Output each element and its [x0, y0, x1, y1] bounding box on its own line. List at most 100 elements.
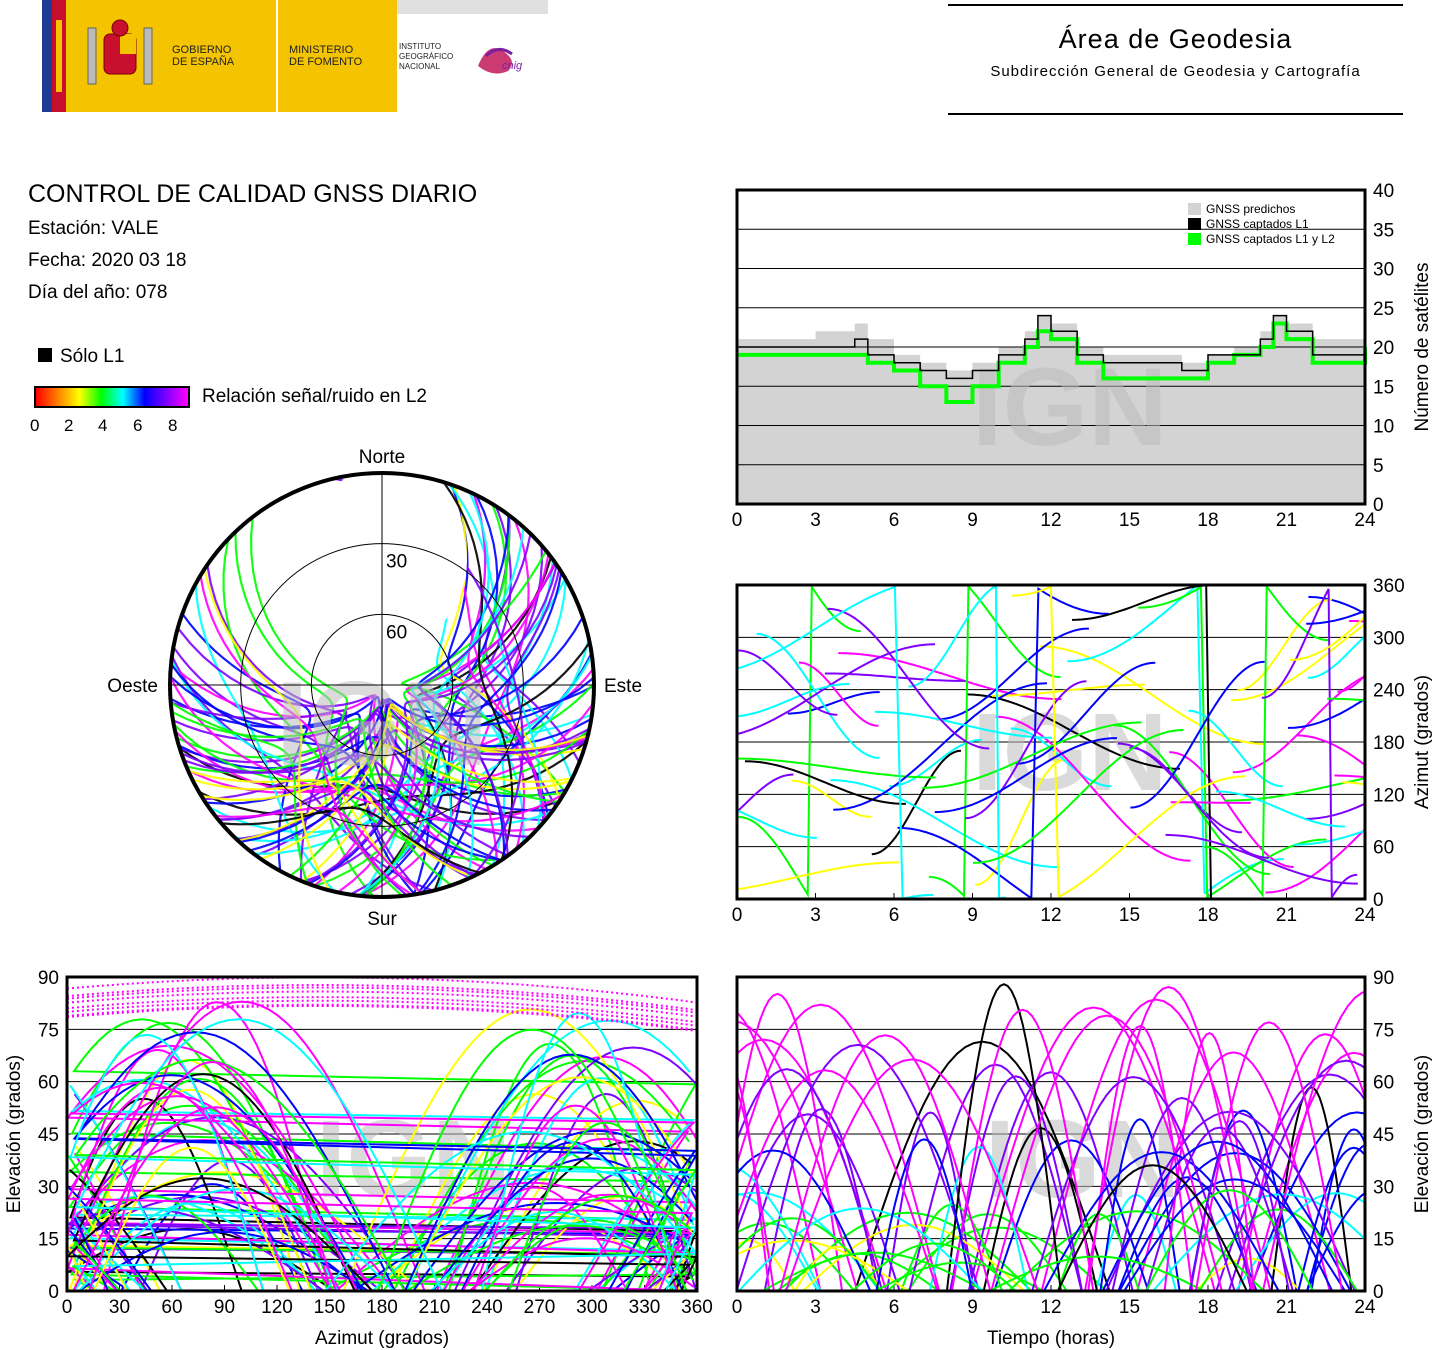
- snr-tick: 6: [133, 416, 143, 435]
- y-tick-label: 300: [1373, 628, 1405, 649]
- satellite-track: [1304, 802, 1365, 820]
- x-tick-label: 18: [1197, 510, 1218, 531]
- x-tick-label: 15: [1119, 1297, 1140, 1318]
- satellite-track: [875, 1138, 973, 1291]
- satellite-track: [1117, 742, 1270, 859]
- satellite-track: [949, 1075, 1083, 1291]
- area-header-box: [948, 4, 1403, 115]
- satellite-track: [1043, 1151, 1280, 1291]
- satellite-track: [988, 1255, 1205, 1291]
- ign-logo-bar: [397, 0, 548, 14]
- satellite-track: [737, 1239, 796, 1291]
- ministerio-label: MINISTERIO DE FOMENTO: [289, 44, 363, 68]
- x-tick-label: 24: [1354, 905, 1376, 926]
- y-axis-label: Azimut (grados): [1412, 675, 1433, 809]
- coat-of-arms-icon: [87, 19, 153, 85]
- satellite-track: [900, 1203, 1004, 1291]
- x-tick-label: 21: [1276, 905, 1297, 926]
- y-tick-label: 60: [1373, 1073, 1394, 1094]
- x-tick-label: 12: [1040, 905, 1061, 926]
- y-tick-label: 45: [38, 1125, 59, 1146]
- satellite-track: [945, 983, 1062, 1291]
- satellite-track: [72, 1074, 697, 1291]
- x-tick-label: 9: [967, 510, 978, 531]
- legend-label: GNSS predichos: [1206, 202, 1295, 216]
- satellite-track: [1118, 1152, 1352, 1291]
- x-tick-label: 6: [889, 905, 900, 926]
- satellite-track: [419, 533, 532, 856]
- x-tick-label: 24: [1354, 1297, 1376, 1318]
- x-tick-label: 12: [1040, 510, 1061, 531]
- l1-only-swatch: [38, 348, 52, 362]
- legend-swatch: [1188, 233, 1201, 245]
- x-tick-label: 90: [214, 1297, 235, 1318]
- satellite-track: [1337, 673, 1365, 693]
- satellite-track: [201, 744, 572, 802]
- satellite-track: [1008, 1210, 1265, 1291]
- satellite-track: [1310, 1128, 1365, 1291]
- satellite-track: [972, 729, 1184, 864]
- x-tick-label: 9: [967, 905, 978, 926]
- x-tick-label: 120: [261, 1297, 293, 1318]
- elevation-time-tracks: [737, 983, 1365, 1291]
- satellite-track: [975, 758, 1066, 886]
- satellite-track: [1224, 777, 1365, 802]
- satellite-track: [1015, 661, 1156, 765]
- satellite-track: [239, 676, 594, 844]
- x-tick-label: 330: [629, 1297, 661, 1318]
- skyplot-tracks: [170, 473, 594, 897]
- south-label: Sur: [367, 909, 397, 930]
- satellite-track: [249, 516, 404, 897]
- y-tick-label: 15: [38, 1230, 59, 1251]
- satellite-track: [1293, 829, 1365, 846]
- satellite-track: [1111, 1096, 1253, 1291]
- satellite-track: [67, 1121, 693, 1291]
- satellite-track: [871, 749, 962, 856]
- y-tick-label: 25: [1373, 299, 1394, 320]
- x-tick-label: 210: [419, 1297, 451, 1318]
- satellite-track: [965, 680, 1087, 820]
- x-tick-label: 270: [524, 1297, 556, 1318]
- satellite-track: [737, 1068, 884, 1291]
- x-tick-label: 21: [1276, 1297, 1297, 1318]
- y-tick-label: 15: [1373, 377, 1394, 398]
- satellite-track: [737, 1222, 855, 1291]
- satellite-track: [67, 986, 697, 1014]
- satellite-track: [191, 778, 473, 878]
- satellite-track: [260, 706, 589, 861]
- satellite-track: [1234, 1192, 1365, 1291]
- satellite-track: [442, 481, 514, 861]
- west-label: Oeste: [107, 676, 158, 697]
- satellite-track: [72, 1073, 697, 1291]
- satellite-track: [1198, 1208, 1359, 1291]
- satellite-track: [738, 585, 861, 898]
- satellite-track: [737, 649, 838, 716]
- satellite-track: [1297, 1146, 1365, 1291]
- x-tick-label: 24: [1354, 510, 1376, 531]
- satellite-track: [1031, 1075, 1236, 1291]
- satellite-track: [833, 682, 1048, 811]
- ring-label: 30: [386, 552, 407, 573]
- satellite-track: [991, 683, 1145, 697]
- station-label: Estación: VALE: [28, 218, 159, 239]
- satellite-track: [1169, 751, 1294, 868]
- y-tick-label: 15: [1373, 1230, 1394, 1251]
- y-tick-label: 120: [1373, 785, 1405, 806]
- elevation-azimuth-tracks: [67, 977, 697, 1291]
- satellite-track: [1194, 1021, 1343, 1291]
- satellite-track: [737, 773, 794, 814]
- satellite-track: [737, 683, 850, 718]
- spain-flag-icon: [42, 0, 66, 112]
- satellite-track: [88, 1060, 337, 1291]
- satellite-track: [936, 627, 1089, 721]
- y-tick-label: 5: [1373, 456, 1384, 477]
- area-subtitle: Subdirección General de Geodesia y Carto…: [990, 63, 1361, 80]
- satellite-track: [787, 691, 880, 715]
- satellite-track: [1087, 1024, 1194, 1291]
- satellite-track: [1215, 790, 1345, 828]
- y-tick-label: 20: [1373, 338, 1394, 359]
- snr-colorbar-label: Relación señal/ruido en L2: [202, 386, 427, 407]
- satellite-track: [365, 514, 511, 897]
- satellite-track: [830, 779, 1060, 869]
